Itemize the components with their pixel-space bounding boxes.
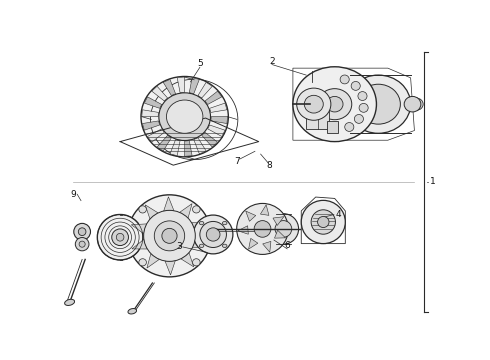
Polygon shape	[205, 91, 222, 104]
Ellipse shape	[206, 228, 220, 241]
Text: 2: 2	[269, 57, 275, 66]
Text: 4: 4	[336, 210, 341, 219]
Circle shape	[222, 244, 227, 247]
Polygon shape	[306, 110, 329, 129]
Polygon shape	[210, 103, 227, 112]
Polygon shape	[208, 125, 225, 136]
Text: 8: 8	[267, 161, 272, 170]
Polygon shape	[185, 141, 192, 156]
Ellipse shape	[301, 201, 345, 244]
Ellipse shape	[358, 91, 367, 100]
Ellipse shape	[304, 95, 323, 113]
Circle shape	[199, 244, 204, 247]
Ellipse shape	[65, 299, 74, 306]
Ellipse shape	[194, 215, 233, 254]
Ellipse shape	[346, 75, 411, 133]
Polygon shape	[248, 238, 258, 249]
Polygon shape	[152, 86, 168, 101]
Text: 1: 1	[430, 177, 435, 186]
Polygon shape	[145, 205, 158, 219]
Ellipse shape	[318, 216, 329, 228]
Ellipse shape	[74, 223, 91, 240]
Polygon shape	[192, 223, 207, 232]
Ellipse shape	[293, 67, 376, 141]
Text: 7: 7	[234, 157, 240, 166]
Ellipse shape	[154, 221, 185, 251]
Ellipse shape	[144, 210, 196, 261]
Ellipse shape	[193, 259, 200, 266]
Ellipse shape	[112, 229, 128, 246]
Polygon shape	[163, 80, 175, 95]
Ellipse shape	[167, 100, 203, 133]
Ellipse shape	[116, 233, 124, 241]
Ellipse shape	[200, 221, 226, 247]
Polygon shape	[274, 230, 286, 238]
Polygon shape	[165, 261, 175, 275]
Ellipse shape	[128, 195, 211, 277]
Polygon shape	[211, 117, 227, 123]
Ellipse shape	[193, 206, 200, 213]
Polygon shape	[189, 78, 199, 94]
Polygon shape	[192, 238, 208, 248]
Polygon shape	[164, 197, 174, 211]
Ellipse shape	[318, 89, 352, 120]
Ellipse shape	[98, 215, 143, 260]
Text: 9: 9	[71, 190, 76, 199]
Ellipse shape	[296, 88, 331, 120]
Polygon shape	[194, 138, 206, 154]
Ellipse shape	[356, 84, 400, 124]
Ellipse shape	[139, 259, 147, 266]
Polygon shape	[142, 110, 158, 117]
Polygon shape	[131, 224, 147, 234]
Polygon shape	[170, 140, 180, 156]
Ellipse shape	[354, 114, 364, 123]
Ellipse shape	[128, 309, 137, 314]
Polygon shape	[147, 253, 159, 268]
Polygon shape	[260, 205, 269, 215]
Ellipse shape	[139, 206, 147, 213]
Polygon shape	[132, 239, 147, 249]
Polygon shape	[145, 97, 162, 108]
Circle shape	[222, 221, 227, 225]
Ellipse shape	[162, 228, 177, 243]
Ellipse shape	[275, 221, 292, 237]
Polygon shape	[263, 242, 271, 252]
Polygon shape	[245, 211, 256, 221]
Ellipse shape	[351, 81, 360, 90]
Ellipse shape	[79, 241, 85, 247]
Ellipse shape	[254, 221, 271, 237]
Polygon shape	[327, 121, 339, 133]
Ellipse shape	[359, 103, 368, 112]
Polygon shape	[273, 217, 284, 225]
Circle shape	[199, 221, 204, 225]
Polygon shape	[143, 121, 160, 130]
Polygon shape	[238, 226, 248, 234]
Polygon shape	[177, 77, 185, 93]
Ellipse shape	[159, 93, 211, 140]
Polygon shape	[157, 135, 171, 151]
Ellipse shape	[237, 203, 288, 255]
Ellipse shape	[326, 96, 343, 112]
Polygon shape	[147, 129, 164, 142]
Ellipse shape	[78, 228, 86, 235]
Polygon shape	[198, 82, 212, 98]
Ellipse shape	[268, 214, 298, 244]
Ellipse shape	[311, 210, 336, 234]
Ellipse shape	[410, 98, 423, 110]
Ellipse shape	[340, 75, 349, 84]
Text: 3: 3	[176, 242, 182, 251]
Text: 6: 6	[284, 241, 290, 250]
Polygon shape	[202, 132, 218, 147]
Ellipse shape	[75, 238, 89, 251]
Polygon shape	[179, 204, 192, 218]
Ellipse shape	[404, 96, 421, 112]
Ellipse shape	[345, 122, 354, 131]
Text: 5: 5	[197, 59, 203, 68]
Polygon shape	[181, 253, 194, 267]
Ellipse shape	[141, 76, 228, 157]
